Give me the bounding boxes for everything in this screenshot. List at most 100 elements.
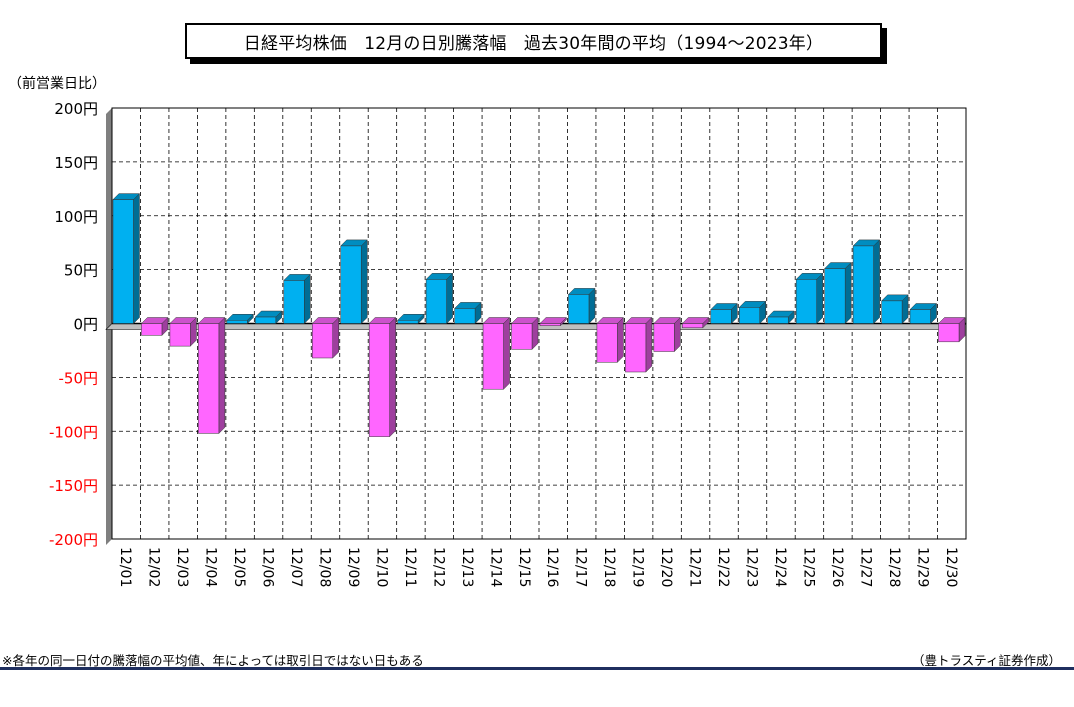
- bar-front: [169, 323, 191, 347]
- bar-12/30: [937, 316, 966, 343]
- bar-12/07: [283, 273, 311, 325]
- bar-12/03: [169, 316, 198, 347]
- bar-side: [503, 316, 510, 390]
- bar-front: [340, 245, 362, 324]
- bar-12/20: [653, 316, 681, 353]
- y-axis-label: （前営業日比）: [8, 75, 106, 92]
- bar-front: [454, 308, 476, 324]
- bar-front: [539, 323, 561, 326]
- x-tick-label: 12/20: [658, 547, 674, 587]
- x-tick-label: 12/19: [630, 547, 646, 587]
- x-tick-label: 12/07: [288, 547, 304, 587]
- footnote: ※各年の同一日付の騰落幅の平均値、年によっては取引日ではない日もある: [2, 653, 424, 668]
- bar-front: [767, 316, 789, 324]
- bar-front: [795, 279, 817, 324]
- bar-12/10: [368, 316, 397, 438]
- bar-front: [368, 323, 390, 437]
- bar-12/16: [539, 316, 568, 327]
- y-tick-label: 0円: [73, 316, 98, 334]
- y-tick-label: -150円: [49, 477, 98, 495]
- bar-front: [255, 316, 277, 324]
- bar-front: [625, 323, 647, 373]
- bottom-rule: [0, 667, 1074, 670]
- bar-front: [682, 323, 704, 329]
- bar-12/21: [681, 316, 710, 329]
- x-tick-label: 12/23: [744, 547, 760, 587]
- bar-side: [218, 316, 226, 435]
- bar-12/13: [453, 301, 482, 325]
- x-tick-label: 12/12: [430, 547, 446, 587]
- bar-side: [360, 239, 368, 325]
- bar-front: [198, 323, 220, 434]
- bar-front: [739, 307, 760, 324]
- bar-12/11: [397, 313, 425, 325]
- bar-12/22: [710, 302, 738, 325]
- x-tick-label: 12/10: [373, 547, 389, 587]
- credit: （豊トラスティ証券作成）: [911, 653, 1061, 668]
- y-tick-label: -100円: [49, 423, 98, 441]
- bar-front: [852, 245, 874, 324]
- bar-12/01: [112, 192, 141, 325]
- bar-12/02: [140, 316, 169, 336]
- bar-12/09: [340, 239, 368, 325]
- x-tick-label: 12/29: [914, 547, 930, 587]
- x-tick-label: 12/27: [857, 547, 873, 587]
- x-tick-label: 12/30: [943, 547, 959, 587]
- bar-12/18: [596, 316, 625, 363]
- bar-12/05: [226, 313, 254, 325]
- bar-front: [511, 323, 533, 350]
- bar-front: [938, 323, 960, 343]
- bar-12/08: [311, 316, 340, 359]
- bar-front: [710, 309, 732, 324]
- x-tick-label: 12/24: [772, 547, 788, 587]
- x-tick-label: 12/06: [260, 547, 276, 587]
- bar-side: [133, 192, 140, 325]
- x-tick-label: 12/08: [317, 547, 333, 587]
- bar-front: [824, 268, 846, 324]
- x-tick-label: 12/01: [117, 547, 133, 587]
- bar-front: [568, 294, 590, 324]
- x-tick-label: 12/02: [146, 547, 162, 587]
- bar-12/29: [909, 302, 938, 325]
- bar-front: [226, 320, 248, 324]
- bar-front: [397, 320, 419, 324]
- y-tick-label: 200円: [54, 100, 98, 118]
- bar-12/14: [482, 316, 511, 390]
- x-tick-label: 12/26: [829, 547, 845, 587]
- x-tick-label: 12/11: [402, 547, 418, 587]
- bar-front: [482, 323, 504, 390]
- bar-12/27: [852, 239, 881, 325]
- bar-chart: 200円 150円 100円 50円 0円 -50円 -100円 -150円 -200円 （前営業…: [8, 75, 967, 587]
- x-tick-label: 12/17: [573, 547, 589, 587]
- bar-12/23: [738, 300, 767, 325]
- y-tick-label: 150円: [54, 154, 98, 172]
- bar-12/17: [567, 287, 596, 325]
- bar-12/28: [880, 294, 909, 325]
- x-tick-label: 12/15: [516, 547, 532, 587]
- bar-12/04: [197, 316, 226, 435]
- y-tick-label: -200円: [49, 531, 98, 549]
- x-tick-label: 12/03: [174, 547, 190, 587]
- bar-side: [446, 272, 453, 325]
- bar-12/19: [624, 316, 653, 373]
- x-tick-label: 12/13: [459, 547, 475, 587]
- bar-12/15: [510, 316, 539, 350]
- bar-12/12: [425, 272, 454, 325]
- bar-front: [881, 300, 903, 324]
- bar-side: [645, 316, 653, 373]
- bar-front: [141, 323, 163, 336]
- bar-12/25: [795, 272, 824, 325]
- bar-12/24: [767, 310, 795, 325]
- bar-front: [909, 309, 931, 324]
- x-tick-label: 12/04: [203, 547, 219, 587]
- chart-title: 日経平均株価 12月の日別騰落幅 過去30年間の平均（1994～2023年）: [185, 23, 882, 59]
- x-tick-label: 12/16: [544, 547, 560, 587]
- x-tick-label: 12/05: [231, 547, 247, 587]
- bar-side: [873, 239, 880, 325]
- bar-front: [653, 323, 675, 352]
- bar-front: [283, 280, 305, 324]
- bar-side: [332, 316, 339, 359]
- bar-front: [112, 199, 134, 324]
- bar-side: [389, 316, 396, 438]
- x-tick-label: 12/28: [886, 547, 902, 587]
